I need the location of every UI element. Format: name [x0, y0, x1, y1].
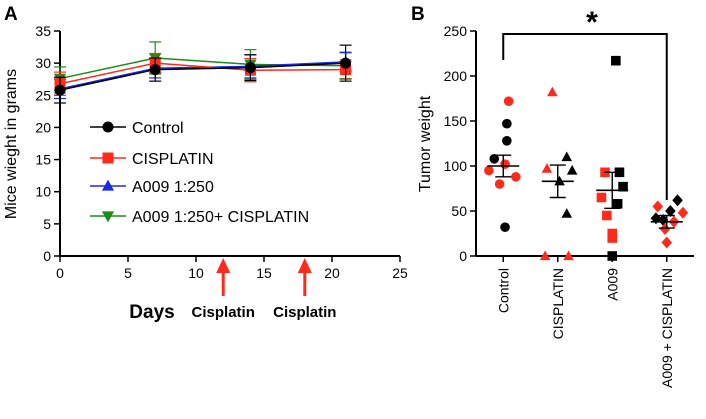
tumor-data-point	[561, 151, 573, 162]
data-point	[340, 57, 352, 69]
panel-a-ytick-label: 5	[43, 216, 51, 232]
panel-b-ytick-label: 0	[459, 248, 467, 264]
panel-b-plot: 0 50 100 150 200 250 Control CISPLATIN A009 A009 …	[444, 23, 694, 388]
tumor-data-point	[563, 250, 574, 261]
legend-marker	[101, 211, 115, 223]
panel-b-label: B	[411, 4, 425, 25]
tumor-data-point	[607, 251, 618, 261]
group-label: A009 + CISPLATIN	[659, 268, 675, 388]
panel-a-xtick-label: 0	[56, 265, 64, 281]
legend-label: A009 1:250	[132, 179, 214, 196]
tumor-data-point	[672, 194, 683, 207]
legend-marker	[102, 152, 114, 164]
group-label: CISPLATIN	[550, 268, 566, 339]
tumor-data-point	[494, 179, 505, 189]
tumor-data-point	[547, 86, 558, 97]
tumor-data-point	[611, 55, 621, 66]
data-point	[149, 64, 161, 76]
cisplatin-annotation: Cisplatin	[273, 304, 336, 321]
legend-label: CISPLATIN	[132, 151, 214, 168]
panel-a-ytick-label: 10	[35, 184, 51, 200]
panel-a-xlabel: Days	[129, 302, 174, 323]
tumor-data-point	[618, 181, 628, 192]
tumor-data-point	[665, 205, 676, 217]
tumor-data-point	[602, 210, 612, 221]
data-point	[244, 62, 256, 74]
panel-a-xtick-label: 25	[392, 265, 408, 281]
significance-bracket	[502, 33, 668, 200]
tumor-data-point	[502, 118, 512, 129]
panel-a-xtick-label: 20	[324, 265, 340, 281]
panel-a-xtick-label: 10	[188, 265, 204, 281]
panel-b-ytick-label: 150	[444, 113, 468, 129]
tumor-data-point	[539, 250, 551, 261]
tumor-data-point	[561, 208, 573, 218]
panel-b-ytick-label: 50	[451, 203, 467, 219]
tumor-data-point	[500, 159, 510, 169]
panel-a-ytick-label: 30	[35, 55, 51, 71]
tumor-data-point	[612, 199, 623, 209]
group-label: A009	[604, 268, 620, 301]
panel-a-ytick-label: 35	[35, 23, 51, 39]
series-line-1	[59, 62, 346, 85]
significance-star: *	[586, 6, 598, 39]
tumor-data-point	[659, 223, 671, 235]
panel-a-ytick-label: 25	[35, 87, 51, 103]
legend-marker	[102, 121, 114, 133]
tumor-data-point	[489, 154, 500, 164]
tumor-data-point	[677, 206, 689, 219]
tumor-data-point	[511, 172, 521, 182]
tumor-data-point	[503, 96, 514, 106]
panel-a-ytick-label: 20	[35, 119, 51, 135]
tumor-data-point	[657, 214, 669, 226]
panel-a-ytick-label: 0	[43, 248, 51, 264]
panel-b-ytick-label: 100	[444, 158, 468, 174]
panel-b-ytick-label: 250	[444, 23, 468, 39]
legend-marker	[101, 179, 115, 191]
tumor-data-point	[502, 136, 512, 146]
cisplatin-arrow-head	[216, 258, 231, 273]
tumor-data-point	[484, 165, 494, 176]
panel-a-xtick-label: 5	[124, 265, 132, 281]
cisplatin-annotation: Cisplatin	[192, 304, 255, 321]
tumor-data-point	[652, 200, 664, 213]
panel-a-xtick-label: 15	[256, 265, 272, 281]
tumor-data-point	[661, 236, 673, 249]
panel-a-ylabel: Mice wieght in grams	[3, 69, 20, 219]
cisplatin-arrow-head	[297, 258, 312, 273]
series-line-0	[59, 62, 346, 91]
panel-b-ytick-label: 200	[444, 68, 468, 84]
tumor-data-point	[541, 163, 553, 173]
panel-a-plot: 0 5 10 15 20 25 30 35 0 5 10 15 20 25 Control CISPLATIN…	[35, 23, 408, 321]
panel-a-label: A	[4, 4, 18, 25]
group-label: Control	[495, 268, 511, 313]
tumor-data-point	[596, 192, 607, 203]
tumor-data-point	[566, 164, 578, 175]
panel-b-ylabel: Tumor weight	[417, 95, 434, 192]
legend-label: Control	[132, 120, 184, 137]
tumor-data-point	[607, 233, 618, 243]
tumor-data-point	[500, 222, 510, 232]
data-point	[54, 84, 66, 96]
legend-label: A009 1:250+ CISPLATIN	[132, 209, 309, 226]
panel-a-ytick-label: 15	[35, 152, 51, 168]
